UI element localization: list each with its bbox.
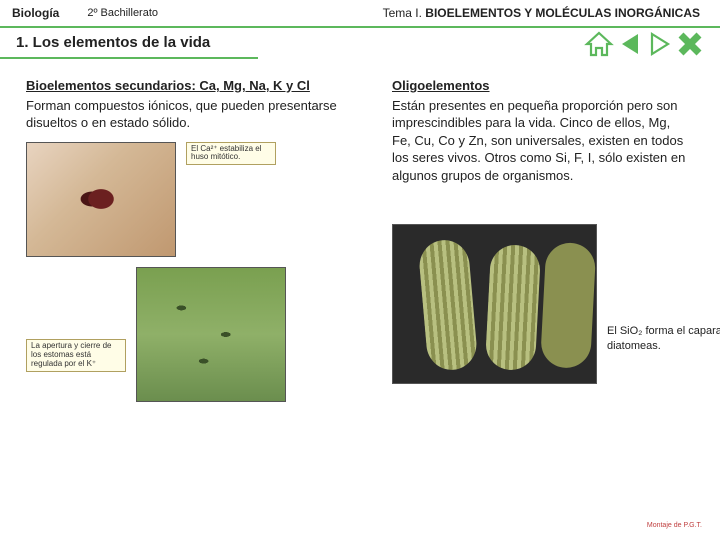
subject-label: Biología [12, 6, 59, 20]
stomata-image [136, 267, 286, 402]
topic-prefix: Tema I. [383, 6, 426, 20]
right-subhead: Oligoelementos [392, 77, 692, 95]
level-label: 2º Bachillerato [87, 7, 158, 19]
content-area: Bioelementos secundarios: Ca, Mg, Na, K … [0, 67, 720, 402]
mitosis-row: El Ca²⁺ estabiliza el huso mitótico. [26, 142, 366, 257]
stomata-row: La apertura y cierre de los estomas está… [26, 267, 366, 402]
topic-label: Tema I. BIOELEMENTOS Y MOLÉCULAS INORGÁN… [383, 6, 708, 20]
next-icon[interactable] [646, 30, 674, 58]
top-bar: Biología 2º Bachillerato Tema I. BIOELEM… [0, 0, 720, 28]
right-body: Están presentes en pequeña proporción pe… [392, 97, 692, 185]
close-icon[interactable] [676, 30, 704, 58]
home-icon[interactable] [584, 30, 614, 58]
section-title: 1. Los elementos de la vida [0, 28, 258, 59]
mitosis-image [26, 142, 176, 257]
left-images: El Ca²⁺ estabiliza el huso mitótico. La … [26, 142, 366, 402]
mitosis-label: El Ca²⁺ estabiliza el huso mitótico. [186, 142, 276, 166]
diatoms-caption: El SiO₂ forma el caparazón de las diatom… [607, 324, 720, 353]
prev-icon[interactable] [616, 30, 644, 58]
nav-icons [584, 30, 704, 58]
footer-credit: Montaje de P.G.T. [647, 522, 702, 530]
diatoms-image [392, 224, 597, 384]
stomata-label: La apertura y cierre de los estomas está… [26, 339, 126, 371]
left-subhead: Bioelementos secundarios: Ca, Mg, Na, K … [26, 77, 366, 95]
left-column: Bioelementos secundarios: Ca, Mg, Na, K … [26, 77, 366, 402]
left-body: Forman compuestos iónicos, que pueden pr… [26, 97, 366, 132]
topic-bold: BIOELEMENTOS Y MOLÉCULAS INORGÁNICAS [425, 6, 700, 20]
right-column: Oligoelementos Están presentes en pequeñ… [392, 77, 692, 402]
